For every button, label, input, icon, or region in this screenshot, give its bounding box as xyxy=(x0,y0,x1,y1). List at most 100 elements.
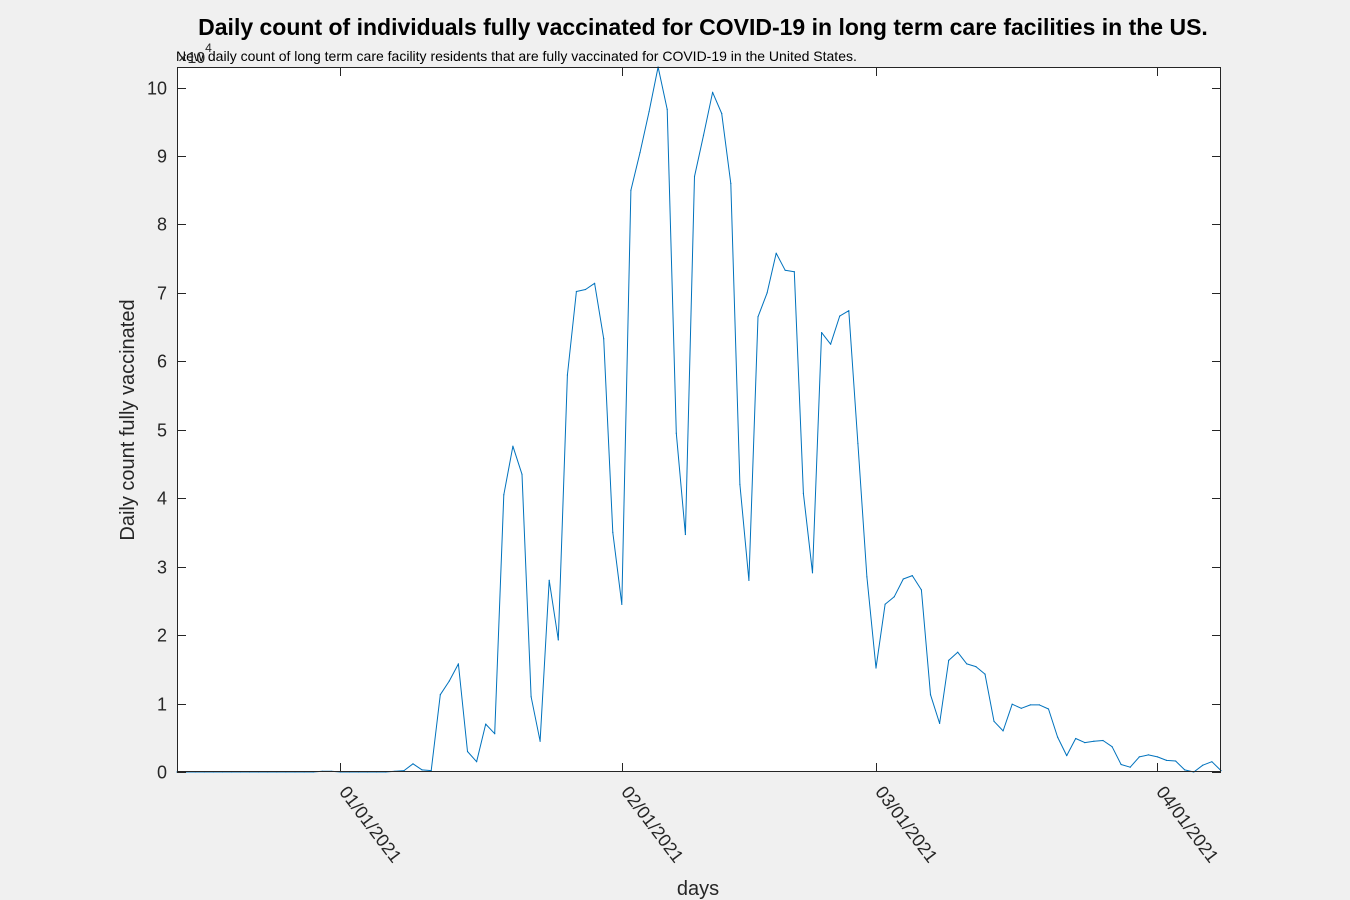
data-point xyxy=(503,494,505,496)
data-point xyxy=(539,740,541,742)
data-point xyxy=(1138,756,1140,758)
data-point xyxy=(866,576,868,578)
data-point xyxy=(621,603,623,605)
data-point xyxy=(1002,730,1004,732)
data-point xyxy=(839,315,841,317)
data-point xyxy=(594,282,596,284)
data-point xyxy=(957,651,959,653)
y-tick-label: 8 xyxy=(157,215,167,235)
data-point xyxy=(929,694,932,696)
data-point xyxy=(893,596,895,598)
data-point xyxy=(1211,761,1213,763)
data-point xyxy=(902,578,904,580)
y-tick-label: 3 xyxy=(157,558,167,578)
data-point xyxy=(920,589,923,591)
data-point xyxy=(1147,754,1149,756)
data-point xyxy=(1047,708,1050,710)
y-tick-label: 6 xyxy=(157,352,167,372)
data-point xyxy=(666,108,668,110)
data-point xyxy=(702,134,705,136)
x-tick-label: 04/01/2021 xyxy=(1152,782,1222,866)
y-multiplier-exponent: 4 xyxy=(205,41,212,55)
data-point xyxy=(466,750,469,753)
y-tick-label: 5 xyxy=(157,421,167,441)
data-point xyxy=(793,271,795,273)
data-point xyxy=(1175,760,1177,762)
data-point xyxy=(939,722,941,725)
y-tick-label: 2 xyxy=(157,626,167,646)
data-point xyxy=(430,770,432,772)
data-point xyxy=(821,332,823,334)
data-point xyxy=(1075,737,1077,740)
data-point xyxy=(530,696,532,698)
data-point xyxy=(485,723,487,725)
data-point xyxy=(421,769,423,771)
data-point xyxy=(403,770,405,772)
data-point xyxy=(639,152,641,154)
chart-subtitle: New daily count of long term care facili… xyxy=(176,48,857,64)
data-point xyxy=(448,680,450,682)
data-point xyxy=(766,292,768,294)
data-point xyxy=(875,667,877,669)
y-tick-label: 9 xyxy=(157,147,167,167)
data-point xyxy=(1057,736,1059,738)
data-point xyxy=(712,91,714,93)
data-point xyxy=(1093,740,1095,742)
data-point xyxy=(1111,746,1113,748)
y-tick-label: 7 xyxy=(157,284,167,304)
data-point xyxy=(612,531,614,534)
y-axis: 0 1 2 3 4 5 6 7 8 9 10 xyxy=(147,79,1221,783)
data-point xyxy=(439,694,441,696)
data-point xyxy=(521,473,523,475)
data-point xyxy=(802,492,805,494)
data-point xyxy=(984,673,986,675)
y-multiplier: ×104 xyxy=(178,41,212,67)
data-point xyxy=(675,432,677,434)
data-point xyxy=(1202,764,1204,766)
data-point xyxy=(494,733,496,735)
data-point xyxy=(975,666,977,668)
plot-area xyxy=(177,67,1221,772)
data-point xyxy=(1011,703,1013,705)
y-tick-label: 10 xyxy=(147,79,167,99)
plot-frame xyxy=(177,67,1221,772)
x-tick-label: 03/01/2021 xyxy=(871,782,941,866)
data-point xyxy=(993,720,995,722)
data-point xyxy=(603,338,605,340)
data-point xyxy=(566,374,569,376)
data-point xyxy=(739,483,741,486)
data-point xyxy=(966,663,968,665)
data-point xyxy=(948,659,950,662)
y-multiplier-base: ×10 xyxy=(178,50,205,67)
y-tick-label: 4 xyxy=(157,489,167,509)
data-point xyxy=(512,445,514,447)
data-point xyxy=(548,579,550,581)
data-point xyxy=(757,316,759,318)
data-point xyxy=(648,110,650,113)
data-point xyxy=(630,189,632,191)
chart-title: Daily count of individuals fully vaccina… xyxy=(198,14,1208,40)
y-tick-label: 1 xyxy=(157,695,167,715)
data-point xyxy=(1184,769,1186,771)
x-axis-label: days xyxy=(677,878,719,900)
data-point xyxy=(884,603,886,605)
data-point xyxy=(1029,704,1031,706)
y-tick-label: 0 xyxy=(157,763,167,783)
data-point xyxy=(693,175,696,178)
data-point xyxy=(830,343,832,345)
data-point xyxy=(1165,759,1168,762)
data-point xyxy=(730,182,732,184)
data-point xyxy=(784,269,786,271)
data-point xyxy=(1120,763,1122,766)
x-tick-label: 01/01/2021 xyxy=(335,782,405,866)
data-point xyxy=(721,112,723,115)
data-point xyxy=(575,290,578,293)
data-point xyxy=(684,533,687,536)
data-point xyxy=(811,572,814,574)
y-axis-label: Daily count fully vaccinated xyxy=(117,299,139,540)
data-point xyxy=(476,761,478,763)
data-point xyxy=(1066,755,1068,757)
data-point xyxy=(1038,704,1040,706)
data-point xyxy=(748,579,750,581)
